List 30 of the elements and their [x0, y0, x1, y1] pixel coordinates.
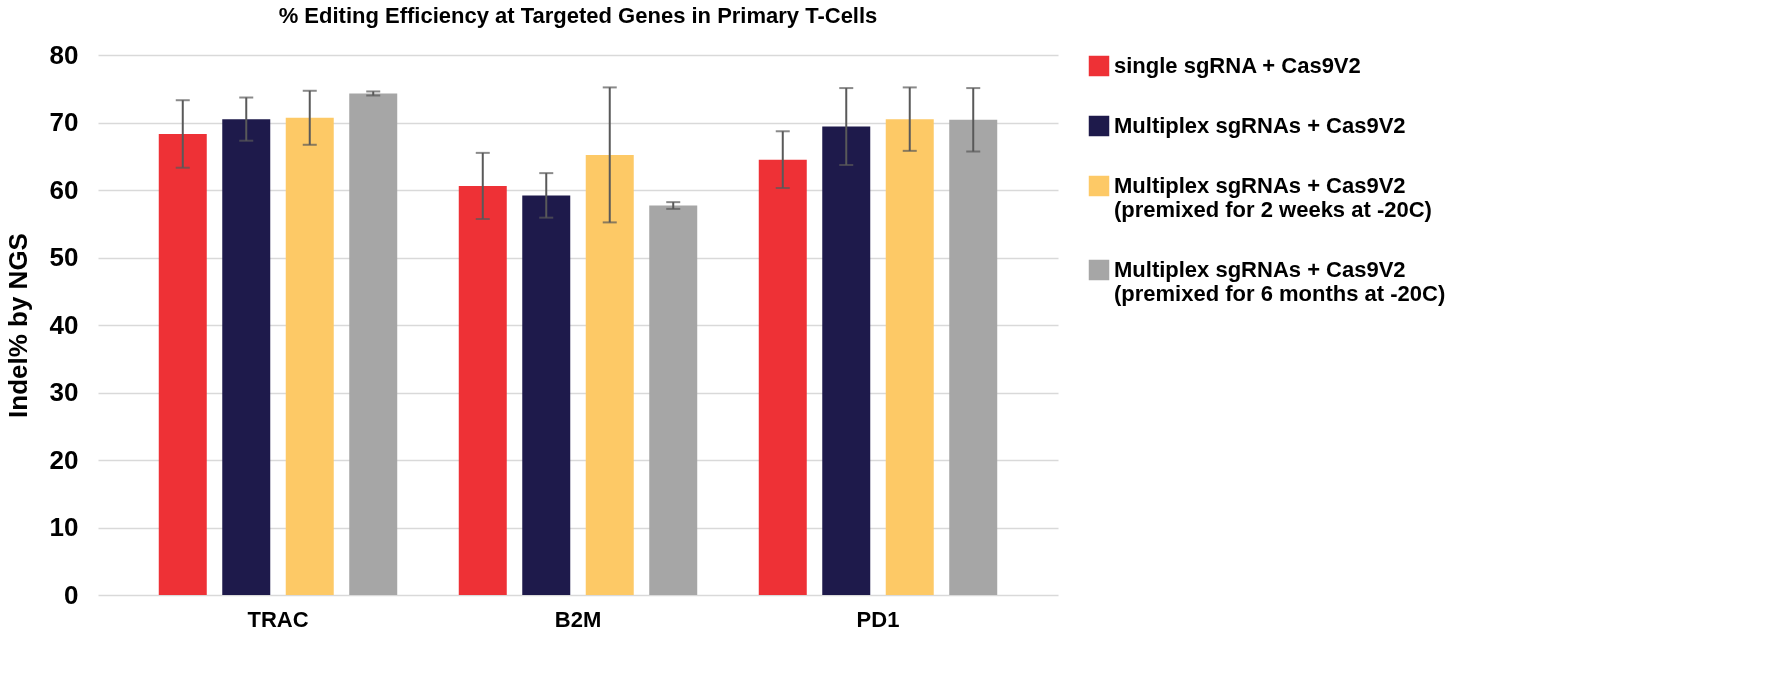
legend-label: Multiplex sgRNAs + Cas9V2 — [1114, 113, 1406, 138]
y-tick-label: 40 — [49, 309, 79, 340]
y-tick-label: 60 — [49, 174, 79, 205]
bar — [758, 159, 807, 595]
bar — [585, 154, 634, 595]
y-tick-label: 0 — [64, 579, 79, 610]
chart-title: % Editing Efficiency at Targeted Genes in Primary T-Cells — [278, 3, 878, 28]
legend-label: Multiplex sgRNAs + Cas9V2 (premixed for 6 months at -20C) — [1114, 257, 1446, 306]
y-tick-label: 30 — [49, 377, 79, 407]
x-tick-label: PD1 — [856, 606, 900, 632]
bar — [458, 185, 507, 595]
y-tick-label: 10 — [49, 512, 79, 542]
legend-label: Multiplex sgRNAs + Cas9V2 (premixed for 2 weeks at -20C) — [1114, 173, 1432, 222]
bar — [522, 195, 571, 595]
x-tick-label: TRAC — [247, 606, 309, 632]
x-tick-label: B2M — [554, 606, 602, 632]
bar — [349, 93, 398, 595]
legend-label: single sgRNA + Cas9V2 — [1114, 53, 1361, 78]
y-tick-label: 20 — [49, 444, 79, 475]
y-tick-label: 80 — [49, 39, 79, 70]
bar — [222, 119, 271, 595]
y-tick-label: 50 — [49, 242, 79, 272]
y-tick-label: 70 — [49, 107, 79, 137]
bar — [949, 119, 998, 595]
bar — [285, 117, 334, 595]
bar — [649, 205, 698, 595]
bar — [885, 119, 934, 595]
y-axis-title: Indel% by NGS — [2, 233, 33, 418]
bar — [822, 126, 871, 595]
bar — [158, 133, 207, 595]
